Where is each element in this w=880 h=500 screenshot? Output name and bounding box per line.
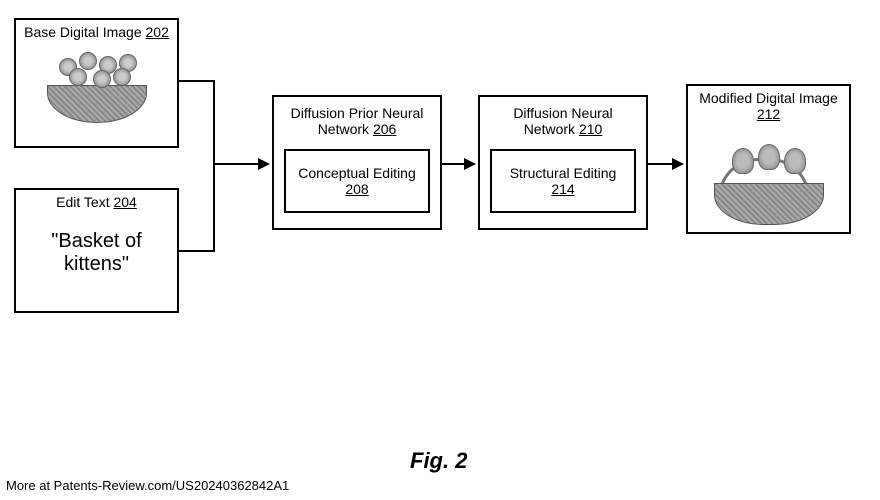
arrow-head-prior-to-nn — [464, 158, 476, 170]
modified-image-ref: 212 — [757, 106, 780, 122]
base-image-ref: 202 — [146, 24, 169, 40]
arrow-nn-to-modified — [648, 163, 674, 165]
arrow-prior-to-nn — [442, 163, 466, 165]
flower-basket-image — [37, 48, 157, 123]
modified-image-label: Modified Digital Image — [699, 90, 838, 106]
diffusion-prior-ref: 206 — [373, 121, 396, 137]
arrow-to-prior — [213, 163, 260, 165]
structural-editing-ref: 214 — [551, 181, 574, 197]
diffusion-nn-title: Diffusion Neural Network 210 — [480, 97, 646, 141]
edit-text-ref: 204 — [113, 194, 136, 210]
figure-label: Fig. 2 — [410, 448, 467, 474]
edit-text-box: Edit Text 204 "Basket of kittens" — [14, 188, 179, 313]
base-digital-image-box: Base Digital Image 202 — [14, 18, 179, 148]
kitten-basket-image — [704, 130, 834, 225]
diffusion-prior-label: Diffusion Prior Neural Network — [291, 105, 424, 137]
modified-image-box: Modified Digital Image 212 — [686, 84, 851, 234]
diffusion-prior-box: Diffusion Prior Neural Network 206 Conce… — [272, 95, 442, 230]
edit-text-title: Edit Text 204 — [16, 190, 177, 214]
structural-editing-box: Structural Editing 214 — [490, 149, 636, 213]
conceptual-editing-ref: 208 — [345, 181, 368, 197]
structural-editing-label: Structural Editing — [510, 165, 617, 181]
diffusion-prior-title: Diffusion Prior Neural Network 206 — [274, 97, 440, 141]
connector-base-right — [179, 80, 213, 82]
conceptual-editing-box: Conceptual Editing 208 — [284, 149, 430, 213]
diffusion-nn-box: Diffusion Neural Network 210 Structural … — [478, 95, 648, 230]
diffusion-nn-ref: 210 — [579, 121, 602, 137]
base-image-label: Base Digital Image — [24, 24, 142, 40]
arrow-head-to-prior — [258, 158, 270, 170]
conceptual-editing-label: Conceptual Editing — [298, 165, 416, 181]
connector-vertical-join — [213, 80, 215, 252]
base-image-title: Base Digital Image 202 — [16, 20, 177, 44]
footer-text: More at Patents-Review.com/US20240362842… — [6, 478, 289, 493]
edit-text-label: Edit Text — [56, 194, 109, 210]
modified-image-title: Modified Digital Image 212 — [688, 86, 849, 126]
edit-text-quote: "Basket of kittens" — [16, 214, 177, 296]
connector-edit-right — [179, 250, 213, 252]
arrow-head-nn-to-modified — [672, 158, 684, 170]
